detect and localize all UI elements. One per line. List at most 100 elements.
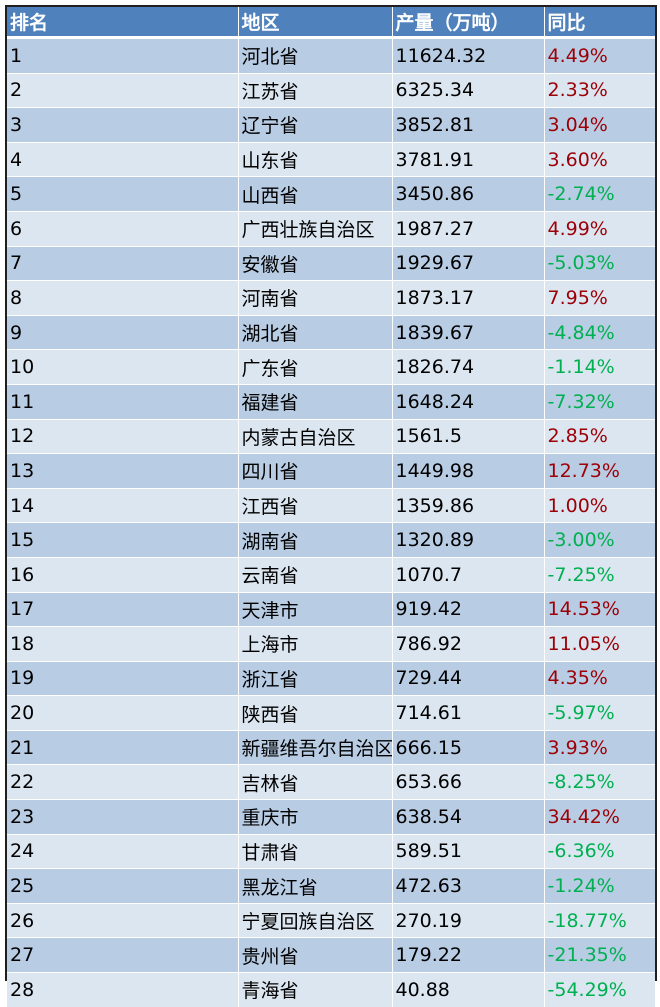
yoy-cell[interactable]: -18.77% bbox=[543, 902, 655, 938]
output-cell[interactable]: 1449.98 bbox=[391, 453, 544, 489]
region-cell[interactable]: 四川省 bbox=[237, 453, 392, 489]
rank-cell[interactable]: 24 bbox=[7, 833, 238, 869]
region-cell[interactable]: 福建省 bbox=[237, 383, 392, 420]
region-cell[interactable]: 山东省 bbox=[237, 141, 392, 177]
rank-cell[interactable]: 11 bbox=[7, 383, 238, 420]
region-cell[interactable]: 宁夏回族自治区 bbox=[237, 902, 392, 938]
rank-cell[interactable]: 8 bbox=[7, 280, 238, 316]
region-cell[interactable]: 黑龙江省 bbox=[237, 868, 392, 904]
region-cell[interactable]: 辽宁省 bbox=[237, 107, 392, 143]
output-cell[interactable]: 1359.86 bbox=[391, 487, 544, 523]
rank-cell[interactable]: 13 bbox=[7, 453, 238, 489]
rank-cell[interactable]: 27 bbox=[7, 937, 238, 973]
output-cell[interactable]: 1826.74 bbox=[391, 349, 544, 385]
region-cell[interactable]: 云南省 bbox=[237, 556, 392, 592]
output-cell[interactable]: 1070.7 bbox=[391, 556, 544, 592]
output-cell[interactable]: 3781.91 bbox=[391, 141, 544, 177]
yoy-cell[interactable]: -8.25% bbox=[543, 764, 655, 800]
rank-cell[interactable]: 4 bbox=[7, 141, 238, 177]
output-cell[interactable]: 919.42 bbox=[391, 591, 544, 627]
yoy-cell[interactable]: 34.42% bbox=[543, 799, 655, 835]
region-cell[interactable]: 新疆维吾尔自治区 bbox=[237, 729, 392, 765]
output-cell[interactable]: 6325.34 bbox=[391, 72, 544, 108]
output-cell[interactable]: 3852.81 bbox=[391, 107, 544, 143]
rank-cell[interactable]: 1 bbox=[7, 37, 238, 74]
output-cell[interactable]: 666.15 bbox=[391, 729, 544, 765]
rank-cell[interactable]: 23 bbox=[7, 799, 238, 835]
rank-cell[interactable]: 7 bbox=[7, 245, 238, 281]
rank-cell[interactable]: 16 bbox=[7, 556, 238, 592]
yoy-cell[interactable]: -7.32% bbox=[543, 383, 655, 420]
yoy-cell[interactable]: 12.73% bbox=[543, 453, 655, 489]
rank-cell[interactable]: 22 bbox=[7, 764, 238, 800]
yoy-cell[interactable]: 4.35% bbox=[543, 660, 655, 696]
output-cell[interactable]: 40.88 bbox=[391, 972, 544, 1007]
rank-cell[interactable]: 10 bbox=[7, 349, 238, 385]
region-cell[interactable]: 广东省 bbox=[237, 349, 392, 385]
rank-cell[interactable]: 28 bbox=[7, 972, 238, 1007]
rank-cell[interactable]: 17 bbox=[7, 591, 238, 627]
region-cell[interactable]: 广西壮族自治区 bbox=[237, 210, 392, 247]
region-cell[interactable]: 山西省 bbox=[237, 176, 392, 212]
output-cell[interactable]: 1648.24 bbox=[391, 383, 544, 420]
output-cell[interactable]: 589.51 bbox=[391, 833, 544, 869]
output-cell[interactable]: 786.92 bbox=[391, 626, 544, 662]
output-cell[interactable]: 1873.17 bbox=[391, 280, 544, 316]
rank-cell[interactable]: 2 bbox=[7, 72, 238, 108]
output-cell[interactable]: 472.63 bbox=[391, 868, 544, 904]
rank-cell[interactable]: 20 bbox=[7, 695, 238, 731]
yoy-cell[interactable]: 3.93% bbox=[543, 729, 655, 765]
output-cell[interactable]: 1561.5 bbox=[391, 418, 544, 454]
yoy-cell[interactable]: 1.00% bbox=[543, 487, 655, 523]
output-cell[interactable]: 714.61 bbox=[391, 695, 544, 731]
yoy-cell[interactable]: -3.00% bbox=[543, 522, 655, 558]
rank-cell[interactable]: 26 bbox=[7, 902, 238, 938]
yoy-cell[interactable]: -5.97% bbox=[543, 695, 655, 731]
yoy-cell[interactable]: -2.74% bbox=[543, 176, 655, 212]
header-yoy[interactable]: 同比 bbox=[543, 7, 655, 39]
rank-cell[interactable]: 5 bbox=[7, 176, 238, 212]
yoy-cell[interactable]: -54.29% bbox=[543, 972, 655, 1007]
yoy-cell[interactable]: 4.99% bbox=[543, 210, 655, 247]
region-cell[interactable]: 贵州省 bbox=[237, 937, 392, 973]
region-cell[interactable]: 天津市 bbox=[237, 591, 392, 627]
yoy-cell[interactable]: -4.84% bbox=[543, 314, 655, 350]
region-cell[interactable]: 吉林省 bbox=[237, 764, 392, 800]
yoy-cell[interactable]: 3.04% bbox=[543, 107, 655, 143]
output-cell[interactable]: 1929.67 bbox=[391, 245, 544, 281]
rank-cell[interactable]: 6 bbox=[7, 210, 238, 247]
output-cell[interactable]: 270.19 bbox=[391, 902, 544, 938]
region-cell[interactable]: 安徽省 bbox=[237, 245, 392, 281]
output-cell[interactable]: 1839.67 bbox=[391, 314, 544, 350]
output-cell[interactable]: 653.66 bbox=[391, 764, 544, 800]
yoy-cell[interactable]: 2.85% bbox=[543, 418, 655, 454]
yoy-cell[interactable]: 4.49% bbox=[543, 37, 655, 74]
region-cell[interactable]: 上海市 bbox=[237, 626, 392, 662]
rank-cell[interactable]: 21 bbox=[7, 729, 238, 765]
rank-cell[interactable]: 12 bbox=[7, 418, 238, 454]
header-output[interactable]: 产量（万吨） bbox=[391, 7, 544, 39]
rank-cell[interactable]: 14 bbox=[7, 487, 238, 523]
yoy-cell[interactable]: 2.33% bbox=[543, 72, 655, 108]
region-cell[interactable]: 浙江省 bbox=[237, 660, 392, 696]
output-cell[interactable]: 1987.27 bbox=[391, 210, 544, 247]
rank-cell[interactable]: 25 bbox=[7, 868, 238, 904]
region-cell[interactable]: 重庆市 bbox=[237, 799, 392, 835]
output-cell[interactable]: 179.22 bbox=[391, 937, 544, 973]
region-cell[interactable]: 湖北省 bbox=[237, 314, 392, 350]
output-cell[interactable]: 1320.89 bbox=[391, 522, 544, 558]
output-cell[interactable]: 3450.86 bbox=[391, 176, 544, 212]
region-cell[interactable]: 湖南省 bbox=[237, 522, 392, 558]
yoy-cell[interactable]: 11.05% bbox=[543, 626, 655, 662]
region-cell[interactable]: 陕西省 bbox=[237, 695, 392, 731]
region-cell[interactable]: 内蒙古自治区 bbox=[237, 418, 392, 454]
region-cell[interactable]: 青海省 bbox=[237, 972, 392, 1007]
region-cell[interactable]: 甘肃省 bbox=[237, 833, 392, 869]
region-cell[interactable]: 江苏省 bbox=[237, 72, 392, 108]
region-cell[interactable]: 江西省 bbox=[237, 487, 392, 523]
rank-cell[interactable]: 19 bbox=[7, 660, 238, 696]
yoy-cell[interactable]: 3.60% bbox=[543, 141, 655, 177]
header-rank[interactable]: 排名 bbox=[7, 7, 238, 39]
yoy-cell[interactable]: -21.35% bbox=[543, 937, 655, 973]
header-region[interactable]: 地区 bbox=[237, 7, 392, 39]
